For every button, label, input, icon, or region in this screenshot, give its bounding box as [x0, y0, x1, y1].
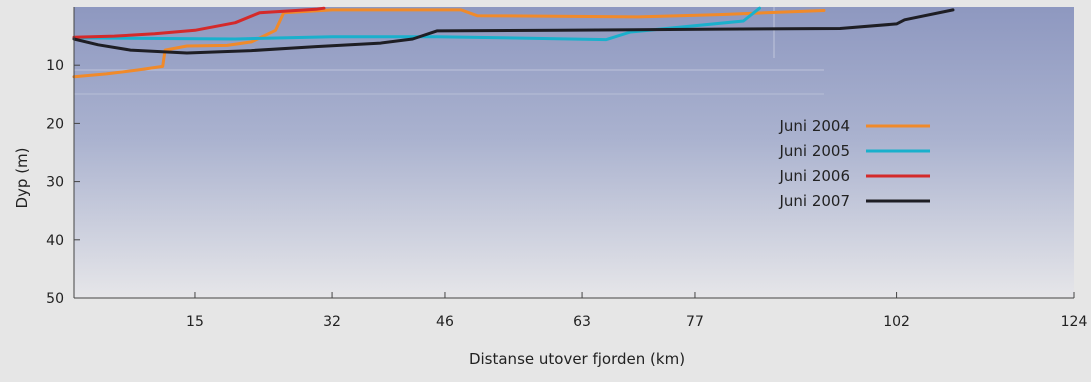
series-line-3	[72, 6, 326, 39]
x-tick-label: 77	[686, 314, 704, 330]
x-axis: 15 32 46 63 77 102 124	[74, 292, 1087, 330]
series-line-2	[72, 6, 761, 42]
x-tick-label: 15	[186, 314, 204, 330]
series-layer	[72, 6, 955, 79]
y-axis-title: Dyp (m)	[13, 147, 31, 208]
y-axis: 10 20 30 40 50	[46, 7, 80, 307]
x-tick-label: 63	[573, 314, 591, 330]
legend: Juni 2004 Juni 2005 Juni 2006 Juni 2007	[778, 117, 930, 210]
series-line-1	[72, 8, 826, 79]
y-tick-group: 10 20 30 40 50	[46, 58, 80, 307]
x-tick-label: 124	[1061, 314, 1088, 330]
y-tick-label: 30	[46, 175, 64, 191]
legend-label: Juni 2004	[778, 117, 850, 135]
x-tick-label: 102	[883, 314, 910, 330]
y-tick-label: 20	[46, 116, 64, 132]
x-axis-title: Distanse utover fjorden (km)	[469, 350, 685, 368]
legend-label: Juni 2006	[778, 167, 850, 185]
x-tick-label: 46	[436, 314, 454, 330]
y-tick-label: 50	[46, 291, 64, 307]
legend-label: Juni 2007	[778, 192, 850, 210]
x-tick-group: 15 32 46 63 77 102 124	[186, 292, 1087, 330]
series-line-4	[72, 8, 955, 55]
y-tick-label: 10	[46, 58, 64, 74]
legend-label: Juni 2005	[778, 142, 850, 160]
x-tick-label: 32	[323, 314, 341, 330]
y-tick-label: 40	[46, 233, 64, 249]
